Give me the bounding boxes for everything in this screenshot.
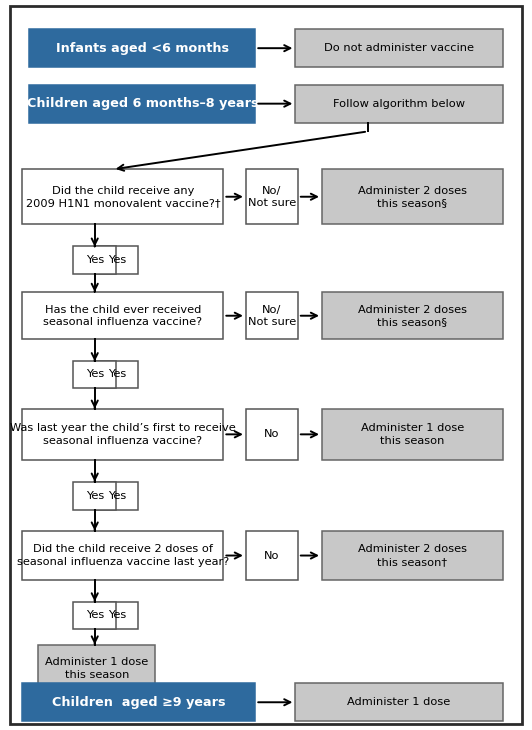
Text: No/
Not sure: No/ Not sure [248, 304, 296, 327]
FancyBboxPatch shape [10, 6, 522, 724]
Text: Children  aged ≥9 years: Children aged ≥9 years [52, 696, 226, 709]
Text: No/
Not sure: No/ Not sure [248, 185, 296, 208]
Text: Follow algorithm below: Follow algorithm below [333, 99, 465, 109]
FancyBboxPatch shape [22, 409, 223, 460]
FancyBboxPatch shape [295, 29, 503, 67]
FancyBboxPatch shape [22, 683, 255, 721]
Text: Yes: Yes [86, 491, 104, 501]
Text: Yes: Yes [108, 610, 126, 620]
Text: Yes: Yes [108, 491, 126, 501]
Text: Do not administer vaccine: Do not administer vaccine [324, 43, 474, 53]
FancyBboxPatch shape [246, 531, 298, 580]
FancyBboxPatch shape [22, 169, 223, 224]
FancyBboxPatch shape [96, 602, 138, 629]
Text: Administer 1 dose
this season: Administer 1 dose this season [45, 657, 148, 680]
Text: Did the child receive 2 doses of
seasonal influenza vaccine last year?: Did the child receive 2 doses of seasona… [17, 545, 229, 566]
FancyBboxPatch shape [322, 292, 503, 339]
Text: No: No [264, 429, 280, 439]
Text: Administer 2 doses
this season§: Administer 2 doses this season§ [358, 185, 467, 208]
Text: Infants aged <6 months: Infants aged <6 months [56, 42, 229, 55]
FancyBboxPatch shape [22, 292, 223, 339]
Text: Administer 1 dose: Administer 1 dose [347, 697, 451, 707]
FancyBboxPatch shape [246, 169, 298, 224]
Text: Yes: Yes [86, 610, 104, 620]
FancyBboxPatch shape [96, 246, 138, 274]
FancyBboxPatch shape [96, 361, 138, 388]
Text: Administer 2 doses
this season†: Administer 2 doses this season† [358, 545, 467, 566]
FancyBboxPatch shape [73, 361, 116, 388]
FancyBboxPatch shape [322, 409, 503, 460]
FancyBboxPatch shape [73, 602, 116, 629]
Text: Yes: Yes [86, 255, 104, 265]
Text: Administer 1 dose
this season: Administer 1 dose this season [361, 423, 464, 445]
FancyBboxPatch shape [295, 85, 503, 123]
FancyBboxPatch shape [96, 482, 138, 510]
Text: Yes: Yes [108, 255, 126, 265]
FancyBboxPatch shape [29, 85, 255, 123]
Text: Children aged 6 months–8 years: Children aged 6 months–8 years [27, 97, 258, 110]
FancyBboxPatch shape [322, 531, 503, 580]
Text: Administer 2 doses
this season§: Administer 2 doses this season§ [358, 304, 467, 327]
FancyBboxPatch shape [295, 683, 503, 721]
Text: Yes: Yes [108, 369, 126, 380]
Text: Was last year the child’s first to receive
seasonal influenza vaccine?: Was last year the child’s first to recei… [10, 423, 236, 445]
FancyBboxPatch shape [73, 246, 116, 274]
FancyBboxPatch shape [29, 29, 255, 67]
FancyBboxPatch shape [246, 409, 298, 460]
Text: Yes: Yes [86, 369, 104, 380]
FancyBboxPatch shape [322, 169, 503, 224]
Text: Did the child receive any
2009 H1N1 monovalent vaccine?†: Did the child receive any 2009 H1N1 mono… [26, 185, 220, 208]
Text: Has the child ever received
seasonal influenza vaccine?: Has the child ever received seasonal inf… [43, 304, 203, 327]
FancyBboxPatch shape [246, 292, 298, 339]
FancyBboxPatch shape [22, 531, 223, 580]
FancyBboxPatch shape [73, 482, 116, 510]
FancyBboxPatch shape [38, 645, 155, 692]
Text: No: No [264, 550, 280, 561]
